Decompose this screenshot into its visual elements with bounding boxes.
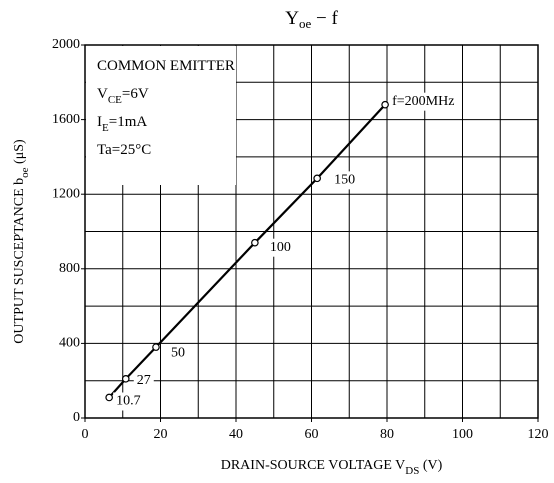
point [105,393,113,402]
point [251,238,259,247]
x-tick-label: 0 [82,427,89,442]
condition-main: V [97,86,108,102]
point-label-bg [113,392,144,411]
point-label: 27 [137,373,151,388]
condition-rest: =1mA [109,114,148,130]
y-axis-label-main: OUTPUT SUSCEPTANCE b [12,178,27,344]
conditions-box [86,46,236,185]
chart-title-sub: oe [299,16,312,31]
y-tick-label: 400 [59,336,80,351]
condition: VCE=6V [97,86,149,105]
x-axis-label-main: DRAIN-SOURCE VOLTAGE V [221,458,406,473]
y-tick-label: 1600 [52,112,80,127]
condition-main: COMMON EMITTER [97,58,235,74]
point [313,174,321,183]
y-tick-label: 800 [59,261,80,276]
x-tick-label: 80 [380,427,394,442]
chart-title-main: Y [285,8,299,29]
point-label-bg [389,92,458,111]
chart-title-rest: − f [311,8,338,29]
point-label: 50 [171,345,185,360]
condition-rest: =6V [122,86,149,102]
point [121,375,130,383]
condition-sub: CE [108,94,122,106]
x-tick-label: 60 [305,427,319,442]
x-tick-label: 100 [452,427,473,442]
condition: IE=1mA [97,114,147,133]
point-label-bg [167,344,188,363]
point-label-bg [331,171,359,190]
x-axis-label: DRAIN-SOURCE VOLTAGE VDS (V) [221,458,443,476]
x-axis-label-sub: DS [405,465,419,477]
x-axis-label-rest: (V) [419,458,442,473]
chart-title: Yoe − f [285,8,338,31]
y-tick-label: 0 [73,410,80,425]
y-axis-label: OUTPUT SUSCEPTANCE boe (μS) [12,139,30,344]
point [152,343,160,351]
point-label: 10.7 [116,394,141,409]
y-tick-label: 1200 [52,186,80,201]
point [381,100,389,109]
x-tick-label: 120 [528,427,549,442]
point-label: 100 [270,240,291,255]
x-tick-label: 20 [154,427,168,442]
condition: Ta=25°C [97,142,151,158]
point-label: 150 [334,173,355,188]
condition-main: Ta=25°C [97,142,151,158]
condition-main: I [97,114,102,130]
line [108,103,386,399]
condition: COMMON EMITTER [97,58,235,74]
y-tick-label: 2000 [52,37,80,52]
y-axis-label-sub: oe [19,167,31,178]
x-tick-label: 40 [229,427,243,442]
point-label-bg [133,371,154,390]
point-label-bg [266,238,294,257]
point-label: f=200MHz [392,94,454,109]
condition-sub: E [102,122,109,134]
y-axis-label-rest: (μS) [12,139,27,167]
